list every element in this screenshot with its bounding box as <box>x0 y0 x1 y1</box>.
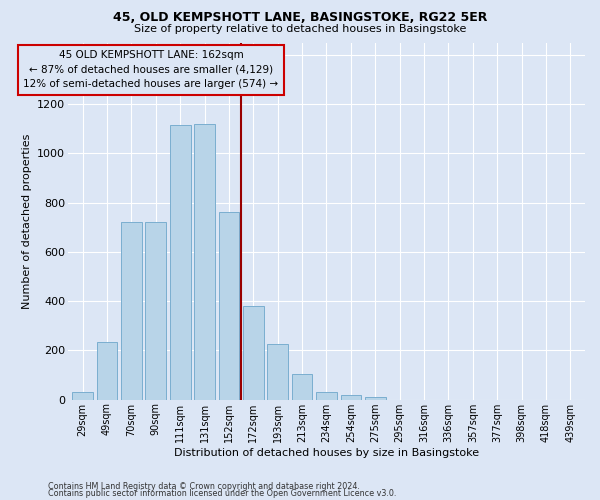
Bar <box>194 124 215 400</box>
Bar <box>145 222 166 400</box>
Text: 45 OLD KEMPSHOTT LANE: 162sqm
← 87% of detached houses are smaller (4,129)
12% o: 45 OLD KEMPSHOTT LANE: 162sqm ← 87% of d… <box>23 50 278 90</box>
Bar <box>72 392 93 400</box>
Y-axis label: Number of detached properties: Number of detached properties <box>22 134 32 309</box>
Bar <box>121 222 142 400</box>
Bar <box>341 394 361 400</box>
Bar <box>268 344 288 400</box>
X-axis label: Distribution of detached houses by size in Basingstoke: Distribution of detached houses by size … <box>174 448 479 458</box>
Text: Contains HM Land Registry data © Crown copyright and database right 2024.: Contains HM Land Registry data © Crown c… <box>48 482 360 491</box>
Bar <box>243 306 263 400</box>
Text: Contains public sector information licensed under the Open Government Licence v3: Contains public sector information licen… <box>48 489 397 498</box>
Bar <box>218 212 239 400</box>
Bar <box>365 397 386 400</box>
Text: 45, OLD KEMPSHOTT LANE, BASINGSTOKE, RG22 5ER: 45, OLD KEMPSHOTT LANE, BASINGSTOKE, RG2… <box>113 11 487 24</box>
Bar <box>170 125 191 400</box>
Bar <box>316 392 337 400</box>
Text: Size of property relative to detached houses in Basingstoke: Size of property relative to detached ho… <box>134 24 466 34</box>
Bar <box>292 374 313 400</box>
Bar <box>97 342 118 400</box>
